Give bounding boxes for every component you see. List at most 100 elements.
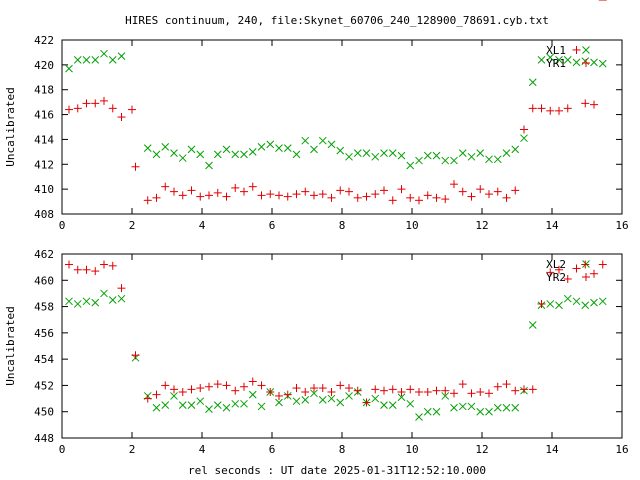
data-point [598, 260, 607, 269]
data-point [563, 56, 572, 64]
data-point [91, 267, 100, 276]
data-point [143, 196, 152, 205]
data-point [406, 161, 415, 170]
data-point [82, 297, 91, 306]
legend-marker [582, 260, 590, 268]
data-point [275, 144, 283, 152]
data-point [520, 134, 528, 143]
data-point [91, 56, 100, 64]
data-point [502, 149, 511, 157]
data-point [178, 388, 187, 396]
y-tick-label: 422 [34, 34, 54, 47]
data-point [528, 104, 537, 113]
x-tick-label: 2 [129, 443, 136, 456]
data-point [546, 268, 555, 277]
x-tick-label: 8 [339, 443, 346, 456]
data-point [73, 300, 82, 308]
data-point [205, 382, 213, 391]
data-point [117, 294, 126, 303]
upper-panel: 0 2 4 6 8 10 12 14 16 408 410 412 414 416 418 420 422 Unc… [4, 0, 629, 232]
data-point [450, 389, 458, 398]
data-point [336, 398, 345, 407]
data-point [100, 289, 108, 298]
x-tick-label: 4 [199, 443, 206, 456]
data-point [196, 384, 205, 393]
data-point [222, 192, 231, 201]
data-point [537, 299, 546, 308]
data-point [205, 161, 213, 170]
x-tick-label: 12 [475, 443, 488, 456]
data-point [590, 269, 598, 278]
data-point [423, 407, 432, 416]
data-point [222, 381, 231, 390]
data-point [108, 104, 117, 113]
data-point [598, 59, 607, 68]
data-point [511, 386, 520, 395]
data-point [598, 297, 607, 306]
data-point [432, 407, 441, 416]
y-tick-label: 410 [34, 183, 54, 196]
data-point [493, 403, 502, 412]
data-point [511, 145, 520, 154]
data-point [388, 385, 397, 394]
data-point [292, 150, 301, 159]
data-point [327, 140, 336, 149]
x-tick-label: 10 [405, 443, 418, 456]
data-point [406, 193, 415, 202]
data-point [581, 260, 590, 269]
x-tick-label: 6 [269, 219, 276, 232]
data-point [152, 150, 161, 159]
data-point [161, 401, 170, 409]
data-point [108, 56, 117, 64]
data-point [73, 56, 82, 64]
data-point [257, 402, 266, 411]
data-point [170, 385, 178, 394]
data-point [380, 401, 388, 409]
data-point [546, 53, 555, 62]
data-point [82, 99, 91, 108]
data-point [318, 190, 327, 199]
data-point [353, 149, 362, 157]
data-point [283, 144, 292, 152]
data-point [178, 191, 187, 200]
data-point [196, 397, 205, 406]
data-point [555, 265, 563, 274]
data-point [73, 104, 82, 113]
data-point [310, 384, 318, 393]
series-xl2 [65, 289, 607, 421]
data-point [128, 105, 136, 114]
data-point [397, 393, 406, 402]
y-tick-label: 460 [34, 274, 54, 287]
data-point [292, 190, 301, 199]
data-point [415, 156, 423, 165]
data-point [476, 388, 485, 396]
x-tick-label: 2 [129, 219, 136, 232]
y-tick-label: 458 [34, 301, 54, 314]
x-axis-label: rel seconds : UT date 2025-01-31T12:52:1… [188, 464, 486, 477]
data-point [485, 155, 493, 164]
data-point [511, 186, 520, 195]
data-point [91, 99, 100, 108]
data-point [73, 265, 82, 274]
data-point [388, 401, 397, 409]
data-point [345, 152, 353, 161]
data-point [555, 106, 563, 115]
legend-label: XL2 [546, 258, 566, 271]
data-point [301, 388, 310, 396]
y-tick-label: 414 [34, 133, 54, 146]
data-point [257, 191, 266, 200]
data-point [371, 394, 380, 403]
data-point [178, 401, 187, 409]
data-point [108, 296, 117, 304]
data-point [441, 392, 450, 400]
plot-frame [61, 253, 623, 439]
series-yr1 [65, 0, 607, 205]
data-point [493, 187, 502, 196]
data-point [563, 274, 572, 283]
data-point [266, 190, 275, 199]
data-point [301, 136, 310, 145]
data-point [590, 100, 598, 109]
y-axis-label: Uncalibrated [4, 306, 17, 385]
data-point [528, 321, 537, 329]
